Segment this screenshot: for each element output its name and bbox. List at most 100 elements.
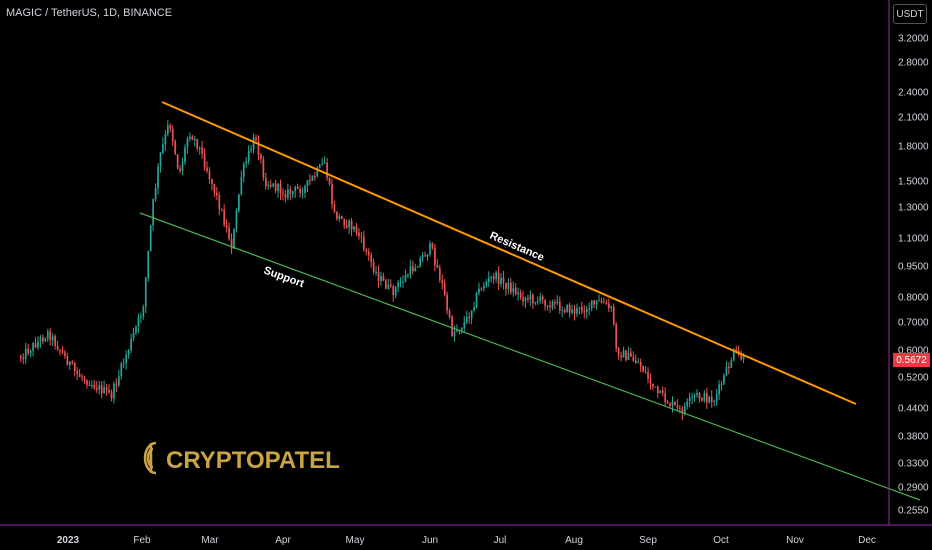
candle-body [238, 194, 240, 211]
candle-body [583, 311, 586, 313]
candle-body [409, 266, 412, 275]
candle-body [125, 354, 128, 364]
candle-body [443, 283, 446, 296]
candle-body [725, 366, 728, 376]
candle-body [323, 162, 326, 164]
candle-body [287, 189, 289, 198]
candle-body [573, 309, 576, 314]
candle-body [387, 284, 390, 289]
candle-body [355, 226, 358, 233]
candle-body [595, 300, 598, 305]
candle-body [723, 375, 725, 385]
candle-body [91, 384, 93, 386]
candle-body [691, 396, 693, 398]
candle-body [105, 387, 108, 391]
candle-body [593, 300, 595, 305]
candle-body [718, 384, 720, 395]
candle-body [260, 154, 262, 159]
candle-body [140, 316, 142, 318]
candle-body [350, 220, 353, 230]
candle-body [436, 265, 439, 268]
currency-button[interactable]: USDT [893, 4, 927, 24]
candle-body [132, 332, 135, 339]
candle-body [304, 186, 306, 193]
candle-body [363, 236, 365, 250]
price-tick-label: 0.4400 [898, 404, 929, 415]
candle-body [289, 189, 292, 194]
candle-body [532, 294, 534, 304]
candle-body [416, 266, 419, 268]
candle-body [541, 296, 544, 300]
price-tick-label: 0.9500 [898, 262, 929, 273]
candle-body [703, 393, 706, 401]
candle-body [659, 390, 662, 394]
candle-body [546, 305, 549, 307]
candle-body [279, 183, 282, 194]
candle-body [370, 255, 373, 263]
price-axis[interactable]: 3.2000 2.8000 2.4000 2.1000 1.8000 1.5000 1.30… [898, 34, 929, 517]
candle-body [78, 373, 81, 377]
candle-body [108, 390, 110, 393]
candle-body [218, 195, 221, 210]
candle-body [610, 306, 613, 309]
candle-body [367, 251, 370, 256]
candle-body [510, 282, 512, 293]
candle-body [441, 279, 444, 284]
time-tick-label: Oct [713, 535, 729, 546]
watermark: CRYPTOPATEL [143, 441, 340, 475]
candle-body [674, 401, 676, 406]
candle-body [159, 152, 162, 167]
candle-body [291, 191, 294, 194]
candle-body [453, 331, 456, 336]
candle-body [340, 216, 343, 219]
support-trendline[interactable] [139, 212, 921, 501]
candle-body [294, 186, 297, 192]
candle-body [495, 272, 497, 280]
candle-body [728, 366, 730, 368]
candle-body [497, 272, 500, 285]
candle-body [446, 295, 448, 311]
candle-body [566, 304, 569, 312]
symbol-title[interactable]: MAGIC / TetherUS, 1D, BINANCE [6, 7, 173, 19]
candle-body [470, 310, 473, 318]
candle-body [473, 307, 475, 311]
candle-body [164, 134, 167, 145]
price-tick-label: 1.5000 [898, 177, 929, 188]
candle-body [524, 297, 527, 302]
candle-body [365, 249, 368, 252]
candle-body [676, 405, 679, 408]
candle-body [228, 227, 230, 240]
candle-body [627, 352, 630, 360]
candle-body [306, 180, 309, 187]
candle-body [44, 338, 47, 342]
candle-body [404, 275, 407, 282]
candle-body [147, 250, 150, 278]
candle-body [130, 338, 132, 350]
candle-body [505, 282, 507, 290]
resistance-trendline[interactable] [161, 101, 857, 405]
candle-body [167, 125, 169, 135]
candle-body [485, 281, 488, 286]
candle-body [338, 216, 341, 219]
candle-body [211, 179, 213, 184]
candle-body [223, 209, 226, 226]
candle-body [561, 309, 564, 311]
candle-body [426, 254, 429, 257]
candle-body [213, 183, 216, 193]
candle-body [507, 282, 510, 290]
candle-body [487, 277, 490, 282]
time-axis[interactable]: 2023 Feb Mar Apr May Jun Jul Aug Sep Oct Nov Dec [57, 535, 876, 546]
candle-body [83, 377, 86, 381]
candle-body [277, 183, 279, 191]
candle-body [559, 301, 561, 311]
candle-body [162, 144, 164, 153]
candle-body [32, 343, 34, 351]
candle-body [380, 275, 382, 281]
candle-body [42, 337, 44, 342]
cryptopatel-logo-icon [143, 441, 157, 475]
candle-body [377, 271, 380, 281]
candle-body [456, 330, 458, 332]
candle-body [110, 392, 113, 399]
